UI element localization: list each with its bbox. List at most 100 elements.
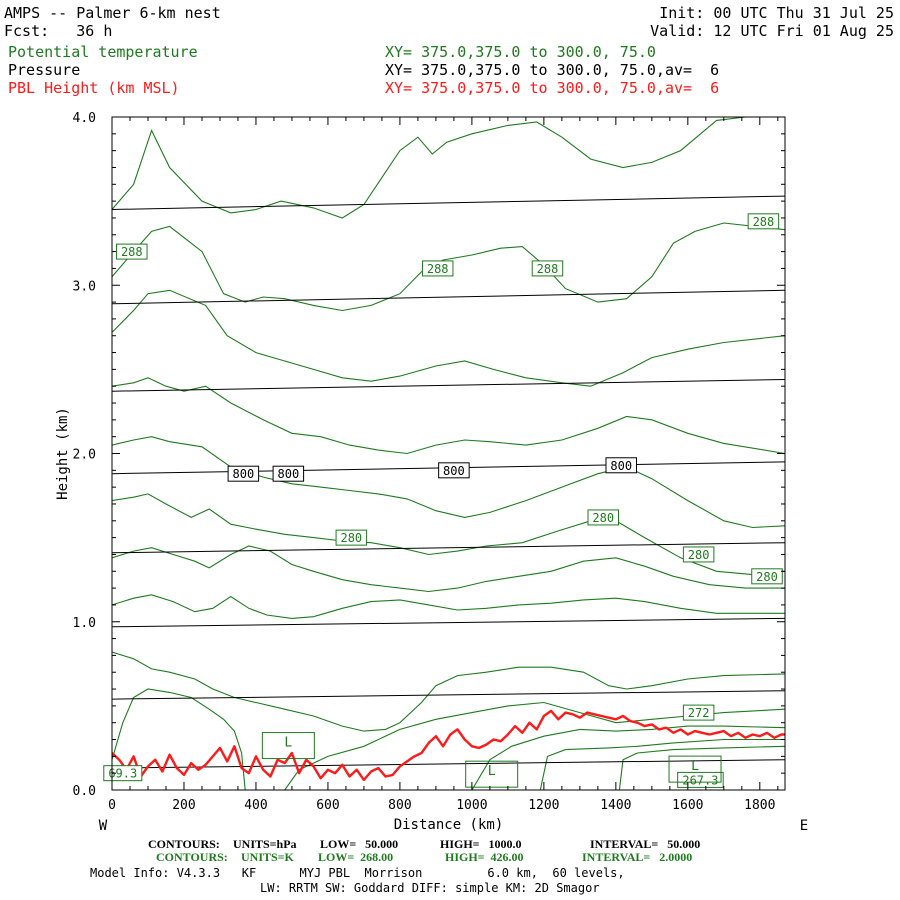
- x-tick-label-4: 800: [388, 798, 411, 813]
- theta-label-2-box: [531, 260, 564, 277]
- theta-contour-13: [618, 745, 785, 790]
- theta-label-7-box: [751, 568, 783, 585]
- theta-contour-0: [112, 117, 785, 219]
- theta-label-7: 280: [756, 570, 778, 584]
- theta-label-2: 288: [537, 262, 559, 276]
- theta-contour-units: UNITS=K: [241, 850, 294, 864]
- pressure-label-3: 800: [610, 459, 632, 473]
- theta-label-0-box: [116, 243, 148, 260]
- theta-label-4-box: [335, 529, 368, 546]
- pressure-label-1-box: [272, 465, 305, 482]
- x-tick-label-5: 1000: [456, 798, 487, 813]
- theta-label-4: 280: [340, 531, 362, 545]
- theta-contour-6: [112, 545, 785, 593]
- x-tick-label-3: 600: [316, 798, 339, 813]
- pressure-contour-5: [112, 379, 785, 392]
- theta-contour-label: CONTOURS:: [156, 850, 228, 864]
- pressure-contour-label: CONTOURS:: [148, 837, 220, 851]
- theta-label-8: 272: [688, 706, 710, 720]
- theta-contour-8: [112, 651, 785, 732]
- valid-time: Valid: 12 UTC Fri 01 Aug 25: [650, 22, 894, 40]
- pressure-contour-high: HIGH= 1000.0: [440, 837, 522, 851]
- pressure-label-2: 800: [443, 464, 465, 478]
- field-name-pressure: Pressure: [8, 61, 81, 79]
- field-xy-pressure: XY= 375.0,375.0 to 300.0, 75.0,av= 6: [385, 61, 720, 79]
- theta-contour-10: [284, 701, 785, 790]
- y-tick-label-1: 1.0: [73, 616, 96, 631]
- pressure-contour-2: [112, 690, 785, 700]
- theta-label-9: 267.3: [682, 773, 718, 787]
- field-name-pbl: PBL Height (km MSL): [8, 79, 180, 97]
- field-name-theta: Potential temperature: [8, 43, 198, 61]
- theta-label-1: 288: [427, 262, 449, 276]
- theta-contour-12: [539, 738, 785, 790]
- theta-contour-high: HIGH= 426.00: [445, 850, 524, 864]
- west-label: W: [99, 818, 108, 834]
- theta-contour-9: [112, 688, 246, 790]
- y-tick-label-0: 0.0: [73, 784, 96, 799]
- field-xy-pbl: XY= 375.0,375.0 to 300.0, 75.0,av= 6: [385, 79, 720, 97]
- y-tick-label-3: 3.0: [73, 279, 96, 294]
- x-tick-label-6: 1200: [528, 798, 559, 813]
- low-mark-1: L: [488, 764, 496, 779]
- pressure-label-0: 800: [233, 467, 255, 481]
- pbl-height-line: [112, 709, 785, 782]
- theta-contour-7: [112, 594, 785, 619]
- pressure-label-0-box: [227, 465, 260, 482]
- chart-title: AMPS -- Palmer 6-km nest: [4, 4, 221, 22]
- low-mark-2: L: [691, 759, 699, 774]
- x-tick-label-1: 200: [172, 798, 195, 813]
- theta-contour-4: [112, 436, 785, 529]
- x-tick-label-0: 0: [108, 798, 116, 813]
- pressure-contour-3: [112, 617, 785, 628]
- x-axis-label: Distance (km): [394, 817, 504, 833]
- theta-label-9-box: [677, 771, 724, 788]
- pressure-label-3-box: [605, 457, 637, 474]
- theta-label-5: 280: [592, 511, 614, 525]
- pressure-contour-6: [112, 289, 785, 305]
- pressure-contour-4: [112, 542, 785, 554]
- model-info: Model Info: V4.3.3 KF MYJ PBL Morrison 6…: [90, 866, 625, 880]
- theta-label-1-box: [421, 260, 454, 277]
- theta-contour-2: [112, 289, 785, 387]
- theta-contour-1: [112, 222, 785, 312]
- theta-label-6: 280: [688, 548, 710, 562]
- x-tick-label-8: 1600: [672, 798, 703, 813]
- pressure-label-2-box: [438, 462, 470, 479]
- low-mark-box-2: [668, 755, 722, 783]
- init-time: Init: 00 UTC Thu 31 Jul 25: [659, 4, 894, 22]
- x-tick-label-7: 1400: [600, 798, 631, 813]
- theta-contour-11: [471, 725, 785, 790]
- pressure-contour-interval: INTERVAL= 50.000: [590, 837, 701, 851]
- low-mark-box-1: [465, 760, 519, 788]
- model-info-physics: LW: RRTM SW: Goddard DIFF: simple KM: 2D…: [260, 881, 600, 895]
- east-label: E: [800, 818, 808, 834]
- y-tick-label-4: 4.0: [73, 111, 96, 126]
- low-mark-box-0: [261, 732, 315, 760]
- theta-label-3-box: [747, 213, 780, 230]
- forecast-hour: Fcst: 36 h: [4, 22, 113, 40]
- theta-label-5-box: [587, 509, 620, 526]
- y-axis-label: Height (km): [55, 407, 71, 500]
- x-tick-label-2: 400: [244, 798, 267, 813]
- pressure-contour-7: [112, 195, 785, 210]
- y-tick-label-2: 2.0: [73, 448, 96, 463]
- theta-label-3: 288: [753, 215, 775, 229]
- theta-contour-5: [112, 493, 785, 576]
- pressure-label-1: 800: [278, 467, 300, 481]
- theta-label-8-box: [682, 704, 715, 721]
- theta-contour-interval: INTERVAL= 2.0000: [582, 850, 693, 864]
- theta-contour-low: LOW= 268.00: [318, 850, 394, 864]
- field-xy-theta: XY= 375.0,375.0 to 300.0, 75.0: [385, 43, 656, 61]
- pressure-contour-1: [112, 759, 785, 769]
- theta-label-10-box: [103, 765, 143, 782]
- x-tick-label-9: 1800: [744, 798, 775, 813]
- theta-label-0: 288: [121, 245, 143, 259]
- pressure-contour-low: LOW= 50.000: [320, 837, 399, 851]
- theta-label-6-box: [682, 546, 715, 563]
- pressure-contour-units: UNITS=hPa: [233, 837, 297, 851]
- theta-label-10: 69.3: [108, 767, 137, 781]
- low-mark-0: L: [284, 736, 292, 751]
